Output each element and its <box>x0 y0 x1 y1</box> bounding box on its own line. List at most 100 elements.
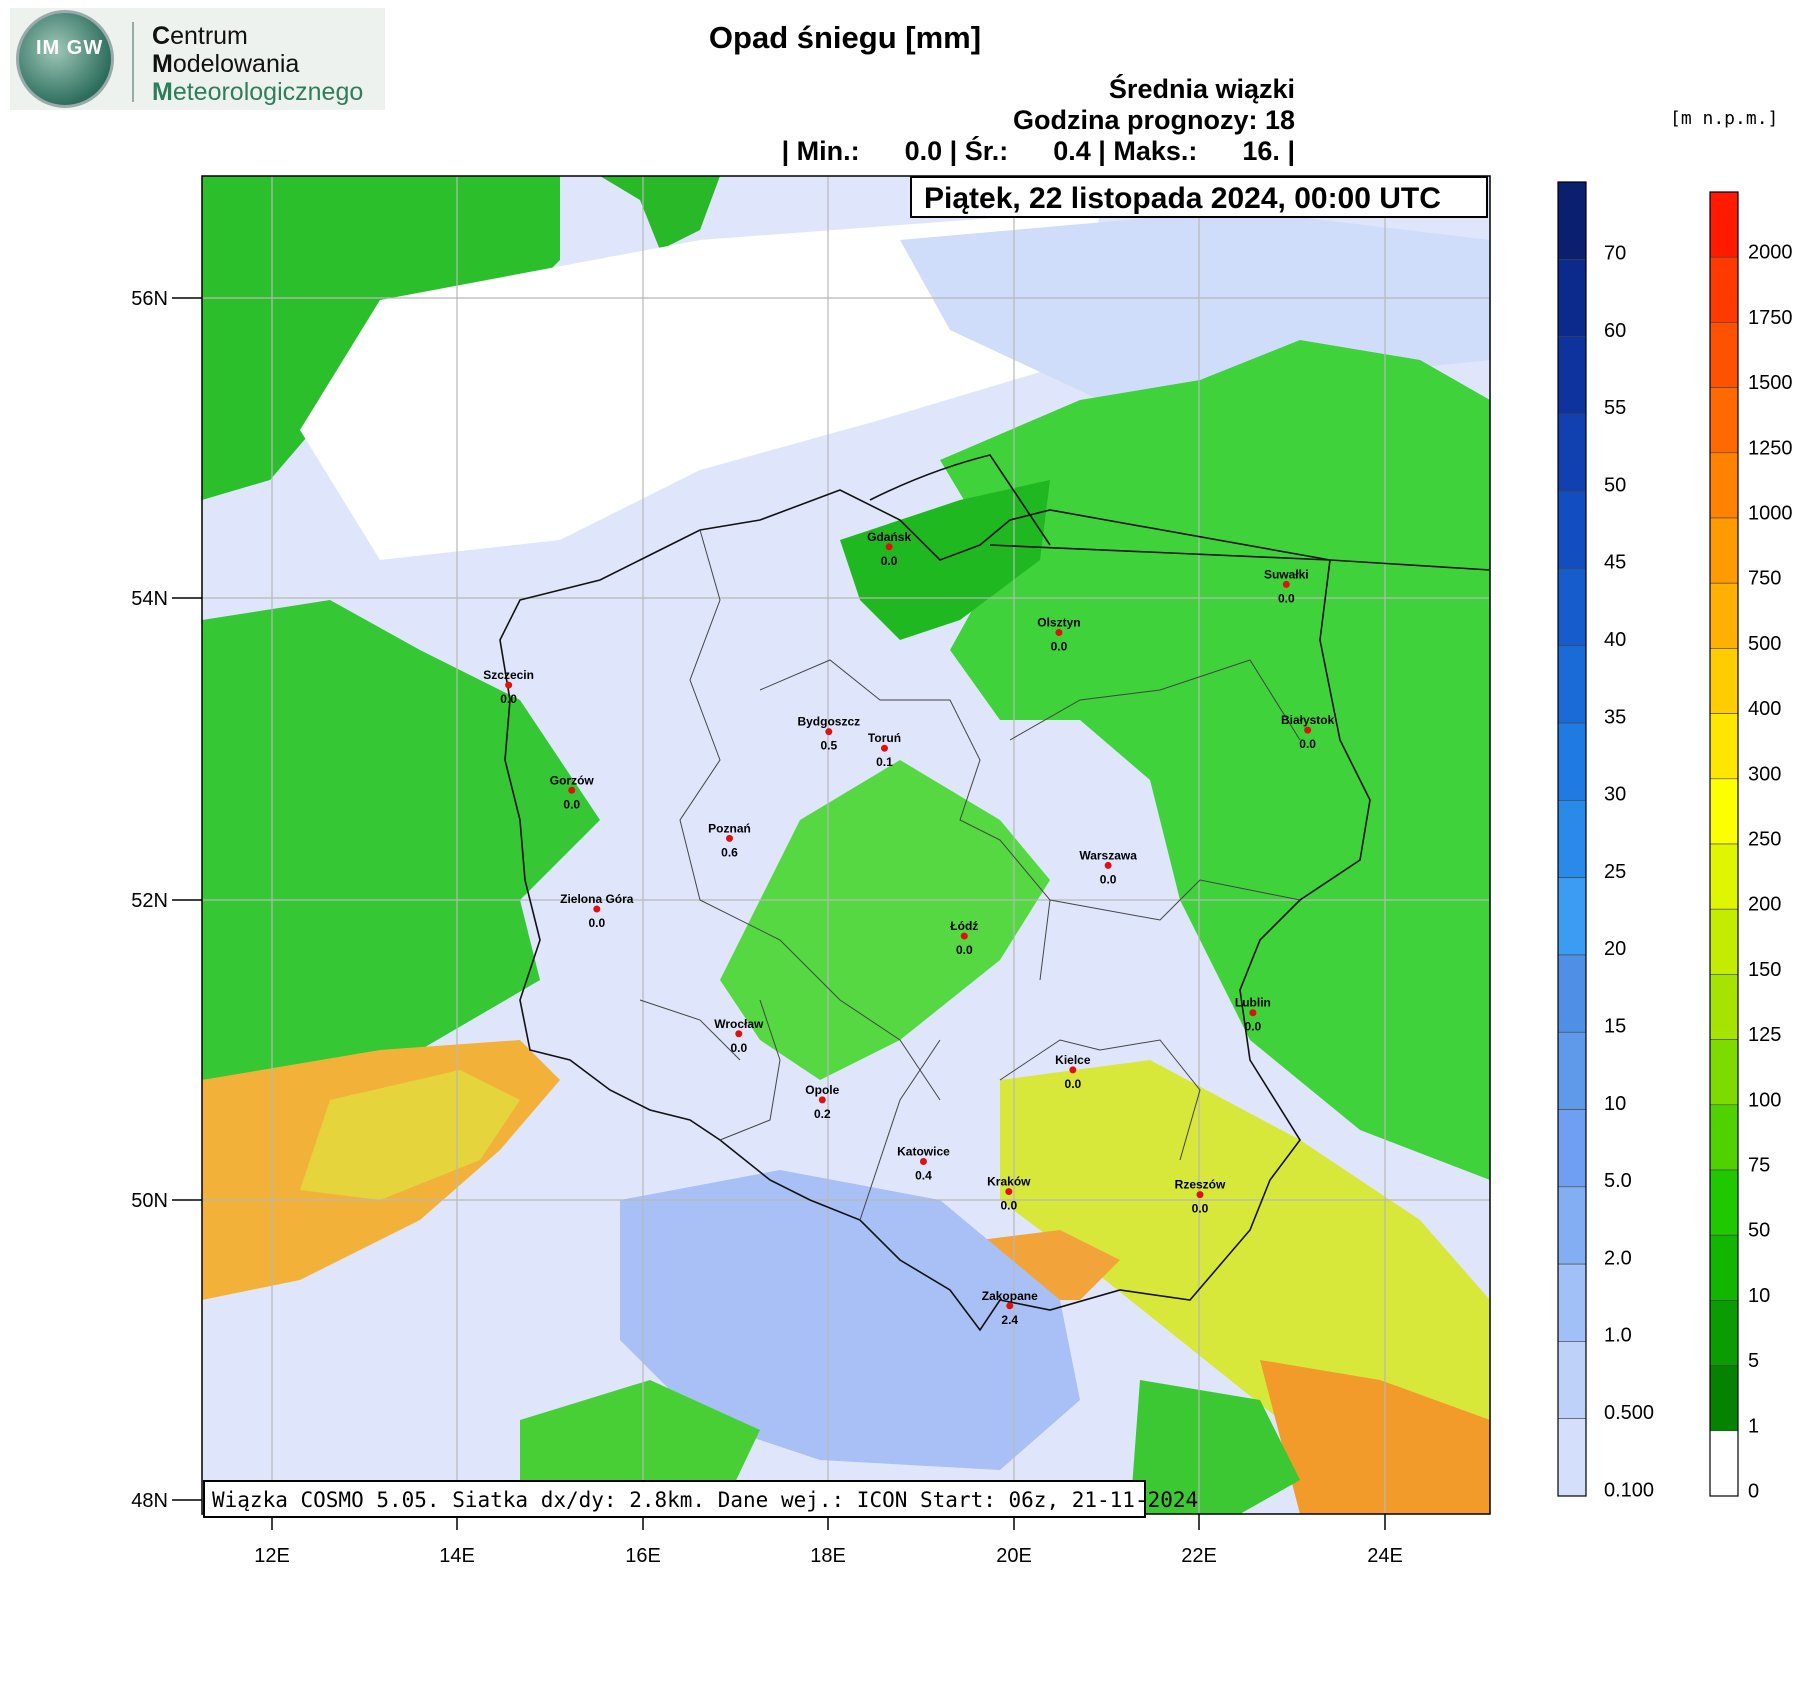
colorbar-swatch <box>1709 974 1739 1040</box>
city-name: Wrocław <box>714 1017 764 1031</box>
colorbar-swatch <box>1709 713 1739 780</box>
colorbar-label: 55 <box>1604 397 1626 419</box>
colorbar-label: 125 <box>1748 1024 1781 1046</box>
graticule <box>202 176 1490 1514</box>
city-dot <box>880 744 888 752</box>
colorbar-frame <box>1557 181 1587 1497</box>
lon-label: 18E <box>810 1545 846 1567</box>
colorbar-swatch <box>1557 1186 1587 1265</box>
colorbar-label: 1750 <box>1748 307 1793 329</box>
logo-text: IM GW <box>36 37 104 59</box>
colorbar-label: 40 <box>1604 629 1626 651</box>
city-dot <box>919 1158 927 1166</box>
lon-label: 24E <box>1367 1545 1403 1567</box>
colorbar-label: 2000 <box>1748 242 1793 264</box>
city-name: Olsztyn <box>1037 615 1080 629</box>
voivodeship-borders <box>639 529 1301 1221</box>
colorbar-label: 1250 <box>1748 437 1793 459</box>
colorbar-label: 5 <box>1748 1350 1759 1372</box>
colorbar-label: 35 <box>1604 706 1626 728</box>
colorbar-label: 300 <box>1748 763 1781 785</box>
colorbar-swatch <box>1709 843 1739 910</box>
lon-label: 22E <box>1181 1545 1217 1567</box>
city-dot <box>1104 861 1112 869</box>
org-name-line-1: Centrum <box>152 22 248 50</box>
city-name: Łódź <box>950 919 978 933</box>
colorbar-label: 0.100 <box>1604 1479 1654 1501</box>
colorbar-frame <box>1709 191 1739 1497</box>
city-dot <box>1282 580 1290 588</box>
colorbar-label: 1500 <box>1748 372 1793 394</box>
colorbar-swatch <box>1557 258 1587 337</box>
city-value: 0.5 <box>820 739 837 753</box>
city-dot <box>568 786 576 794</box>
lon-label: 12E <box>254 1545 290 1567</box>
colorbar-swatch <box>1557 1031 1587 1110</box>
city-dot <box>885 543 893 551</box>
colorbar-label: 70 <box>1604 243 1626 265</box>
city-value: 0.1 <box>876 755 893 769</box>
city-value: 0.0 <box>1000 1199 1017 1213</box>
colorbar-swatch <box>1557 568 1587 647</box>
colorbar-swatch <box>1709 1430 1739 1497</box>
longitude-labels: 12E 14E 16E 18E 20E 22E 24E <box>254 1545 1403 1567</box>
lat-label: 54N <box>131 588 168 610</box>
green-central-band <box>720 760 1050 1080</box>
colorbar-swatch <box>1709 1234 1739 1301</box>
colorbar-swatch <box>1557 336 1587 415</box>
lat-label: 56N <box>131 288 168 310</box>
city-dot <box>1196 1191 1204 1199</box>
green-hungary <box>1130 1380 1300 1514</box>
city-dot <box>1249 1009 1257 1017</box>
colorbar-swatch <box>1557 800 1587 878</box>
colorbar-swatch <box>1709 1039 1739 1106</box>
colorbar-label: 10 <box>1604 1093 1626 1115</box>
city-name: Lublin <box>1235 996 1271 1010</box>
yellow-southwest <box>300 1070 520 1200</box>
colorbar-swatch <box>1557 722 1587 801</box>
city-name: Warszawa <box>1079 848 1137 862</box>
city-name: Zakopane <box>982 1289 1038 1303</box>
city-value: 0.0 <box>1192 1202 1209 1216</box>
colorbar-swatch <box>1557 490 1587 569</box>
city-value: 0.0 <box>563 797 580 811</box>
colorbar-label: 45 <box>1604 552 1626 574</box>
city-dot <box>593 905 601 913</box>
city-dot <box>960 932 968 940</box>
city-dot <box>735 1030 743 1038</box>
city-value: 0.0 <box>730 1041 747 1055</box>
min-mean-max-stats: | Min.: 0.0 | Śr.: 0.4 | Maks.: 16. | <box>781 136 1295 166</box>
logo-divider <box>132 22 134 102</box>
colorbar-label: 1 <box>1748 1415 1759 1437</box>
green-west <box>202 600 600 1080</box>
city-value: 0.6 <box>721 845 738 859</box>
imgw-logo-icon <box>16 10 114 108</box>
colorbar-label: 1.0 <box>1604 1325 1632 1347</box>
colorbar-swatch <box>1709 452 1739 519</box>
colorbar-label: 15 <box>1604 1016 1626 1038</box>
colorbar-label: 750 <box>1748 568 1781 590</box>
latitude-labels: 56N 54N 52N 50N 48N <box>131 288 168 1512</box>
city-value: 0.0 <box>881 554 898 568</box>
colorbar-label: 0 <box>1748 1480 1759 1502</box>
colorbar-label: 150 <box>1748 959 1781 981</box>
colorbar-label: 50 <box>1604 474 1626 496</box>
colorbar-label: 75 <box>1748 1154 1770 1176</box>
snowfall-colorbar: 70 60 55 50 45 40 35 30 25 20 15 10 5.0 2.0 1.0 0.500 0.… <box>1557 181 1654 1501</box>
colorbar-swatch <box>1709 1104 1739 1171</box>
colorbar-label: 400 <box>1748 698 1781 720</box>
city-name: Kraków <box>987 1175 1031 1189</box>
colorbar-swatch <box>1557 645 1587 724</box>
colorbar-swatch <box>1557 954 1587 1033</box>
city-dot <box>1304 726 1312 734</box>
colorbar-label: 5.0 <box>1604 1170 1632 1192</box>
city-value: 0.0 <box>956 943 973 957</box>
colorbar-swatch <box>1557 1341 1587 1420</box>
city-value: 0.0 <box>1100 872 1117 886</box>
colorbar-swatch <box>1709 648 1739 714</box>
colorbar-swatch <box>1709 1300 1739 1366</box>
land-sweden <box>600 176 720 250</box>
colorbar-label: 1000 <box>1748 502 1793 524</box>
city-value: 0.0 <box>1245 1020 1262 1034</box>
colorbar-swatch <box>1557 1263 1587 1342</box>
